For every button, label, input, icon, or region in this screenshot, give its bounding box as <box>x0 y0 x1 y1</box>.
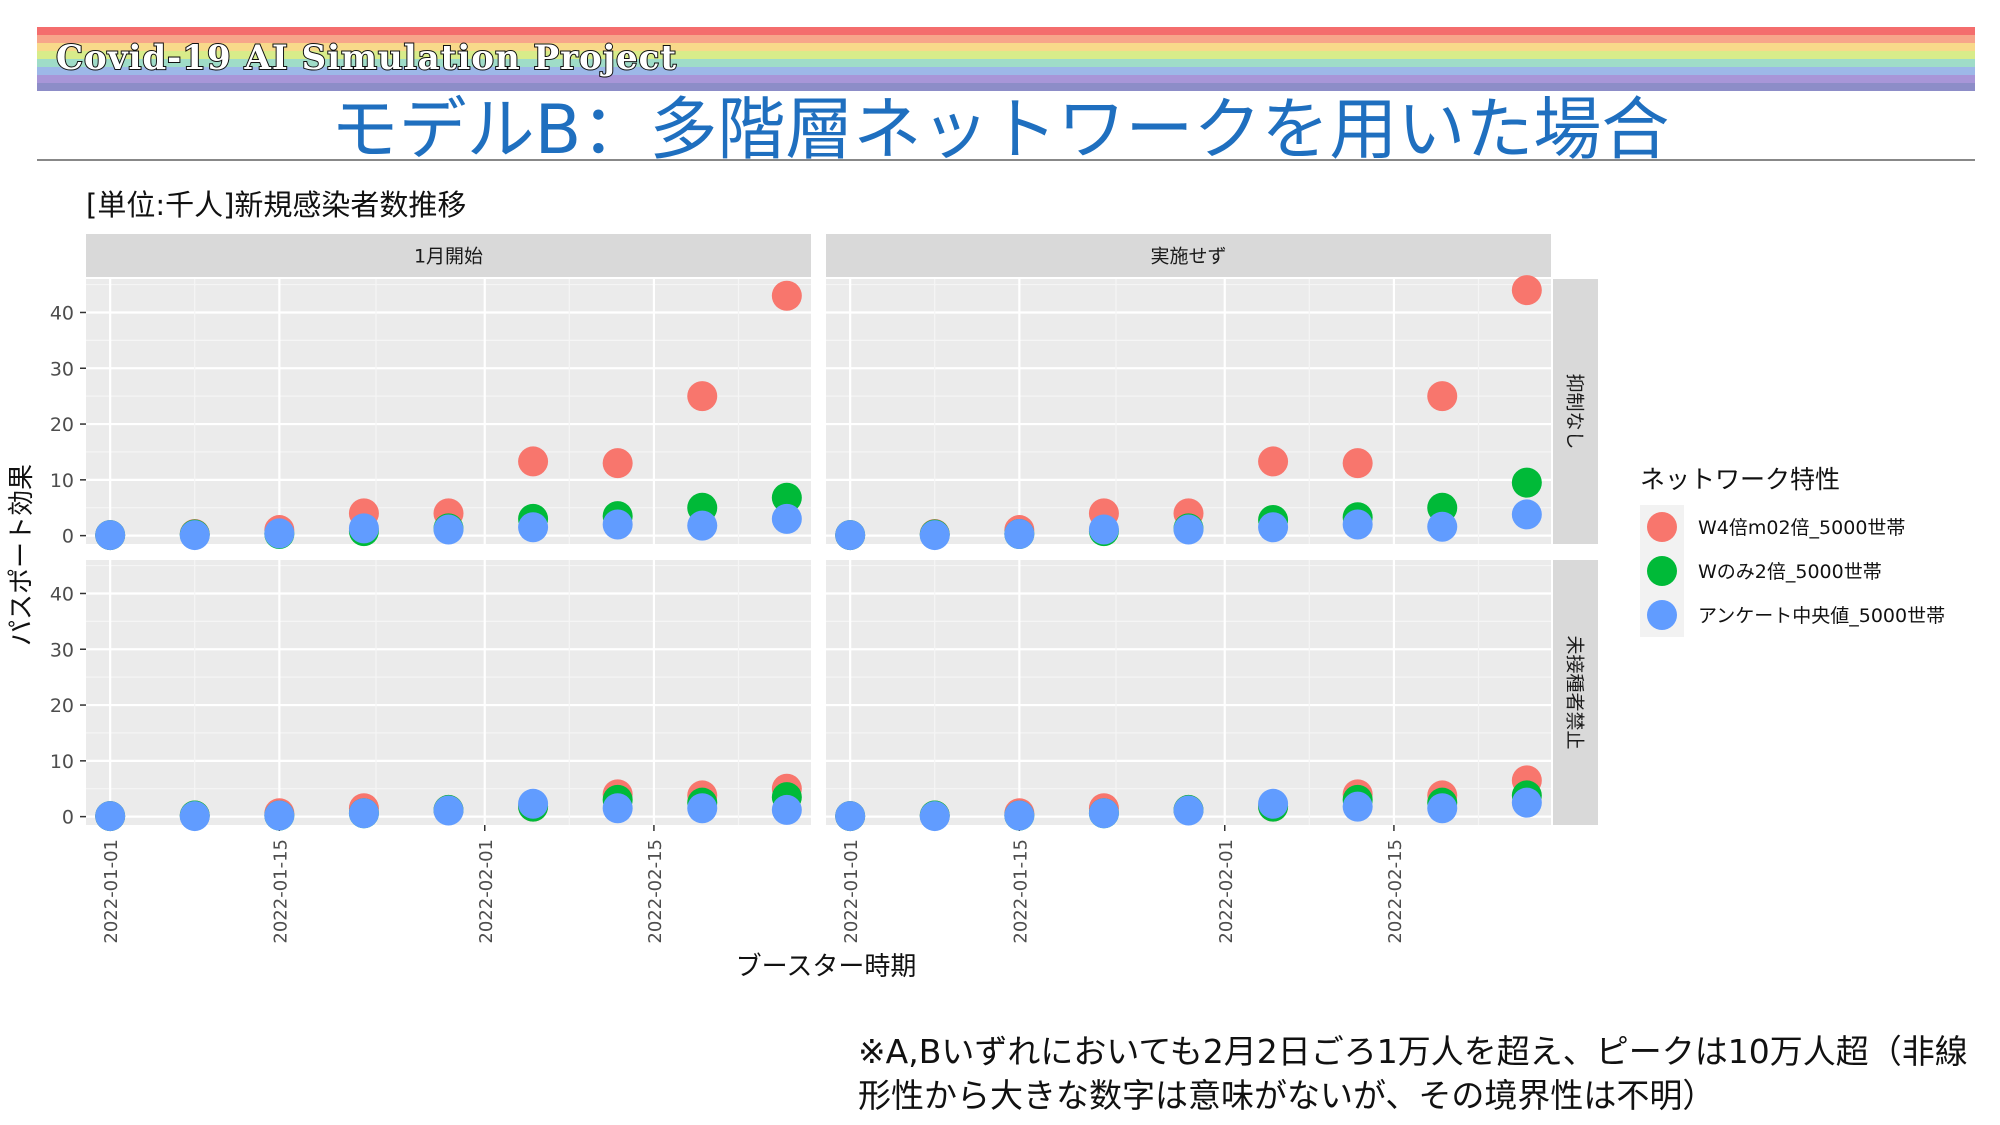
data-point <box>348 513 379 544</box>
data-point <box>1258 512 1289 543</box>
data-point <box>95 801 126 832</box>
banner-stripe <box>37 67 1975 75</box>
x-tick-label: 2022-01-15 <box>1010 839 1031 944</box>
data-point <box>687 510 718 541</box>
data-point <box>264 518 295 549</box>
data-point <box>179 801 210 832</box>
facet-label-row: 抑制なし <box>1564 373 1586 449</box>
panel-background <box>86 560 811 825</box>
data-point <box>835 520 866 551</box>
y-tick-label: 20 <box>50 414 74 436</box>
facet-strip-row <box>1553 279 1598 544</box>
facet-label-column: 1月開始 <box>414 246 483 268</box>
data-point <box>348 798 379 829</box>
data-point <box>264 800 295 831</box>
y-tick-label: 30 <box>50 639 74 661</box>
x-tick-label: 2022-01-15 <box>270 839 291 944</box>
x-tick-label: 2022-01-01 <box>841 839 862 944</box>
rainbow-banner <box>37 27 1975 91</box>
x-tick-label: 2022-02-01 <box>1216 839 1237 944</box>
y-tick-label: 30 <box>50 358 74 380</box>
legend-marker <box>1647 556 1677 586</box>
banner-stripe <box>37 59 1975 67</box>
footnote: ※A,Bいずれにおいても2月2日ごろ1万人を超え、ピークは10万人超（非線形性か… <box>858 1032 1968 1115</box>
y-tick-label: 20 <box>50 695 74 717</box>
data-point <box>1088 514 1119 545</box>
x-axis-title: ブースター時期 <box>736 952 917 982</box>
banner-stripe <box>37 75 1975 83</box>
legend-label: アンケート中央値_5000世帯 <box>1698 605 1945 627</box>
data-point <box>687 381 718 412</box>
data-point <box>1173 795 1204 826</box>
data-point <box>771 482 802 513</box>
y-axis-title: パスポート効果 <box>7 464 37 646</box>
legend-label: Wのみ2倍_5000世帯 <box>1698 561 1882 583</box>
data-point <box>771 503 802 534</box>
data-point <box>835 801 866 832</box>
data-point <box>1342 509 1373 540</box>
chart-title: [単位:千人]新規感染者数推移 <box>86 188 467 222</box>
data-point <box>1088 798 1119 829</box>
data-point <box>518 788 549 819</box>
data-point <box>1427 793 1458 824</box>
x-tick-label: 2022-02-01 <box>476 839 497 944</box>
banner-stripe <box>37 35 1975 43</box>
legend-label: W4倍m02倍_5000世帯 <box>1698 517 1905 539</box>
data-point <box>687 793 718 824</box>
data-point <box>771 794 802 825</box>
facet-strip-column <box>826 234 1551 277</box>
x-tick-label: 2022-02-15 <box>1385 839 1406 944</box>
y-tick-label: 10 <box>50 751 74 773</box>
legend-marker <box>1647 512 1677 542</box>
data-point <box>179 520 210 551</box>
data-point <box>1258 446 1289 477</box>
data-point <box>919 801 950 832</box>
data-point <box>518 512 549 543</box>
facet-strip-row <box>1553 560 1598 825</box>
data-point <box>1427 511 1458 542</box>
data-point <box>1511 787 1542 818</box>
project-label: Covid-19 AI Simulation Project <box>55 37 678 79</box>
banner-stripe <box>37 51 1975 59</box>
data-point <box>433 514 464 545</box>
banner-stripe <box>37 43 1975 51</box>
page-title: モデルB：多階層ネットワークを用いた場合 <box>330 91 1670 170</box>
data-point <box>602 448 633 479</box>
x-tick-label: 2022-01-01 <box>101 839 122 944</box>
panel-background <box>826 560 1551 825</box>
y-tick-label: 40 <box>50 302 74 324</box>
facet-label-column: 実施せず <box>1150 246 1226 268</box>
data-point <box>1511 499 1542 530</box>
data-point <box>602 509 633 540</box>
data-point <box>1342 448 1373 479</box>
legend-marker <box>1647 600 1677 630</box>
banner-stripe <box>37 27 1975 35</box>
data-point <box>1342 791 1373 822</box>
x-tick-label: 2022-02-15 <box>645 839 666 944</box>
data-point <box>1004 518 1035 549</box>
data-point <box>1004 800 1035 831</box>
y-tick-label: 0 <box>62 807 74 829</box>
legend-title: ネットワーク特性 <box>1640 465 1840 494</box>
data-point <box>433 795 464 826</box>
y-tick-label: 10 <box>50 470 74 492</box>
y-tick-label: 0 <box>62 526 74 548</box>
data-point <box>919 520 950 551</box>
data-point <box>95 520 126 551</box>
data-point <box>771 280 802 311</box>
data-point <box>1427 381 1458 412</box>
data-point <box>1511 467 1542 498</box>
title-divider <box>37 159 1975 161</box>
data-point <box>1258 788 1289 819</box>
data-point <box>602 793 633 824</box>
data-point <box>1511 275 1542 306</box>
data-point <box>1173 514 1204 545</box>
y-tick-label: 40 <box>50 583 74 605</box>
facet-strip-column <box>86 234 811 277</box>
data-point <box>518 446 549 477</box>
banner-stripe <box>37 83 1975 91</box>
facet-label-row: 未接種者禁止 <box>1564 635 1586 749</box>
